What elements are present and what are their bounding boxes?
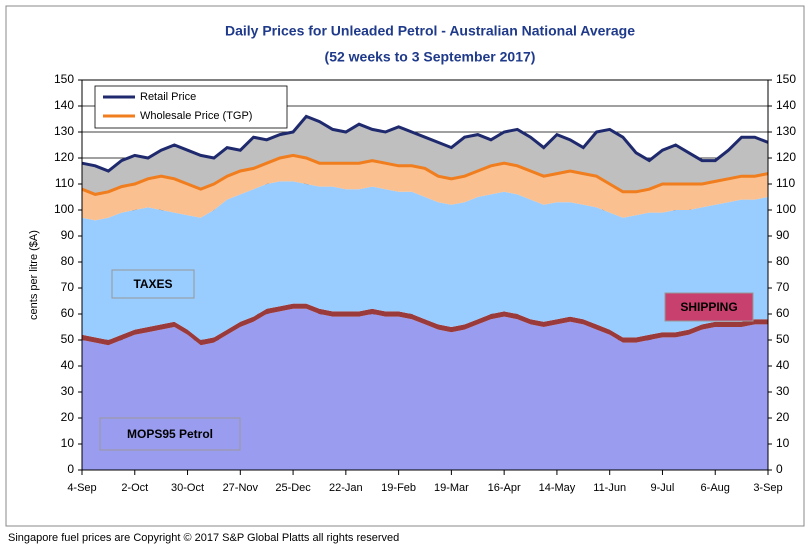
area <box>82 308 768 470</box>
y2-tick-label: 60 <box>776 306 790 320</box>
y-tick-label: 90 <box>61 228 75 242</box>
x-tick-label: 4-Sep <box>67 482 96 494</box>
y2-tick-label: 150 <box>776 72 796 86</box>
x-tick-label: 9-Jul <box>651 482 675 494</box>
x-tick-label: 22-Jan <box>329 482 363 494</box>
x-tick-label: 25-Dec <box>275 482 311 494</box>
y2-tick-label: 30 <box>776 384 790 398</box>
y2-tick-label: 40 <box>776 358 790 372</box>
x-tick-label: 3-Sep <box>753 482 782 494</box>
y2-tick-label: 110 <box>776 176 795 190</box>
y2-tick-label: 130 <box>776 124 796 138</box>
y2-tick-label: 20 <box>776 410 790 424</box>
label-box <box>111 269 195 299</box>
y-tick-label: 30 <box>61 384 75 398</box>
x-tick-label: 6-Aug <box>701 482 730 494</box>
y2-tick-label: 0 <box>776 462 783 476</box>
y-tick-label: 120 <box>54 150 74 164</box>
area-label: TAXES <box>133 277 172 291</box>
area-label: MOPS95 Petrol <box>127 427 213 441</box>
y2-tick-label: 80 <box>776 254 790 268</box>
x-tick-label: 27-Nov <box>223 482 259 494</box>
chart-title: Daily Prices for Unleaded Petrol - Austr… <box>225 23 635 39</box>
y-tick-label: 20 <box>61 410 75 424</box>
plot-border <box>81 79 769 471</box>
legend-label: Wholesale Price (TGP) <box>140 110 252 122</box>
y2-tick-label: 140 <box>776 98 796 112</box>
y2-tick-label: 50 <box>776 332 790 346</box>
footer: Singapore fuel prices are Copyright © 20… <box>8 532 399 544</box>
x-tick-label: 19-Feb <box>381 482 416 494</box>
line <box>81 153 769 196</box>
x-tick-label: 16-Apr <box>488 482 521 494</box>
y2-tick-label: 100 <box>776 202 796 216</box>
x-tick-label: 14-May <box>539 482 576 494</box>
area-label: SHIPPING <box>680 300 737 314</box>
line <box>81 114 769 173</box>
y2-tick-label: 10 <box>776 436 790 450</box>
y-tick-label: 70 <box>61 280 75 294</box>
y-tick-label: 110 <box>55 176 74 190</box>
y-tick-label: 50 <box>61 332 75 346</box>
y-tick-label: 150 <box>54 72 74 86</box>
y-tick-label: 40 <box>61 358 75 372</box>
margin-area <box>82 155 768 221</box>
y-tick-label: 140 <box>54 98 74 112</box>
y-tick-label: 10 <box>61 436 75 450</box>
area <box>82 181 768 340</box>
y-tick-label: 130 <box>54 124 74 138</box>
y2-tick-label: 90 <box>776 228 790 242</box>
label-box <box>664 292 754 322</box>
y-tick-label: 0 <box>67 462 74 476</box>
chart-subtitle: (52 weeks to 3 September 2017) <box>325 49 536 65</box>
x-tick-label: 2-Oct <box>121 482 148 494</box>
legend-box <box>94 85 288 129</box>
y-tick-label: 60 <box>61 306 75 320</box>
y2-tick-label: 120 <box>776 150 796 164</box>
y-tick-label: 80 <box>61 254 75 268</box>
label-box <box>99 417 241 451</box>
y-axis-label: cents per litre ($A) <box>28 230 40 320</box>
x-tick-label: 11-Jun <box>593 482 626 494</box>
y-tick-label: 100 <box>54 202 74 216</box>
x-tick-label: 19-Mar <box>434 482 469 494</box>
y2-tick-label: 70 <box>776 280 790 294</box>
x-tick-label: 30-Oct <box>171 482 204 494</box>
legend-label: Retail Price <box>140 91 196 103</box>
